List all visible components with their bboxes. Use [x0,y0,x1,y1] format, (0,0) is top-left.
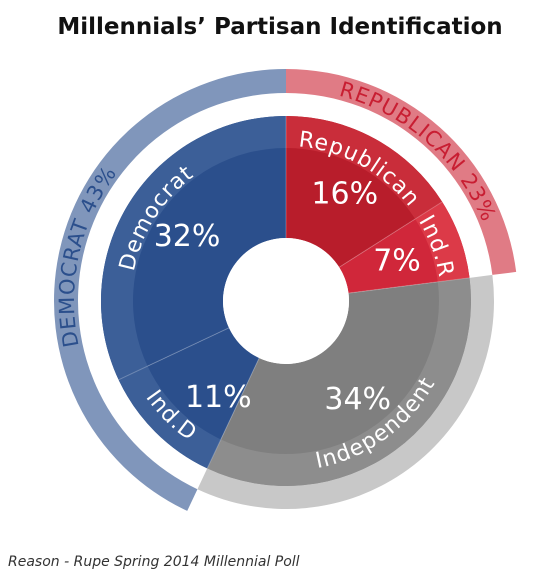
outer-band-independent [197,274,494,510]
slice-separator [206,357,260,469]
slice-separator [338,201,443,268]
slice-republican [286,116,443,268]
slice-separator [118,327,230,381]
slice-label-band-republican [286,116,443,220]
slice-ind-d [118,327,260,469]
slice-label-band-democrat [100,116,287,380]
outer-group-democrat [54,69,287,511]
slice-separator [348,277,470,294]
outer-group-republican [286,69,517,275]
value-label-ind-d: 11% [185,380,252,415]
value-label-republican: 16% [311,177,378,212]
inner-ring [100,116,471,486]
slice-label-band-ind-r [415,201,470,282]
slice-label-band-ind-d [118,366,221,469]
value-label-democrat: 32% [154,219,221,254]
donut-hole [223,238,349,364]
value-label-ind-r: 7% [373,244,421,279]
slice-label-band-independent [207,277,471,486]
value-label-independent: 34% [324,382,391,417]
source-note: Reason - Rupe Spring 2014 Millennial Pol… [8,554,300,570]
chart-title: Millennials’ Partisan Identification [57,14,503,40]
outer-ring [54,69,517,511]
